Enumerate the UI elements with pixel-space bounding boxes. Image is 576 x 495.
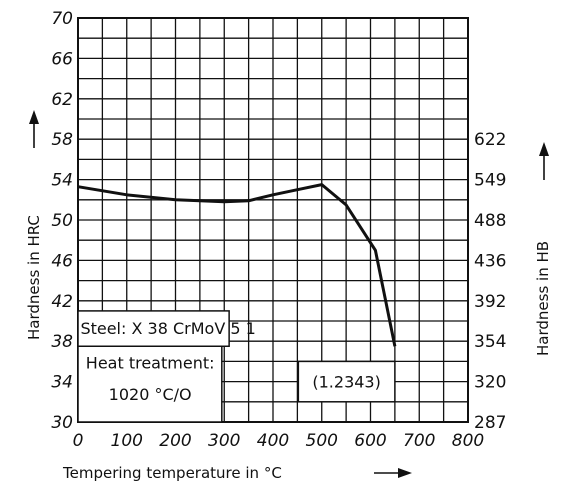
y-tick-label: 42 (51, 292, 73, 312)
heat-treatment-box (77, 345, 223, 423)
y-tick-label: 46 (51, 251, 73, 271)
annotation-boxes: Steel: X 38 CrMoV 5 1 Heat treatment: 1020… (77, 310, 396, 423)
y-tick-label: 50 (51, 211, 73, 231)
y2-tick-label: 549 (474, 171, 506, 191)
x-tick-label: 0 (73, 431, 84, 451)
y-tick-label: 58 (51, 130, 73, 150)
y-tick-label: 34 (51, 373, 73, 393)
x-tick-label: 100 (111, 431, 143, 451)
heat-treatment-value: 1020 °C/O (109, 385, 192, 404)
x-tick-label: 700 (403, 431, 435, 451)
x-tick-label: 200 (159, 431, 191, 451)
y-tick-label: 54 (51, 171, 73, 191)
steel-box (77, 310, 230, 347)
x-tick-label: 400 (257, 431, 289, 451)
y2-tick-label: 436 (474, 251, 506, 271)
x-tick-label: 300 (208, 431, 240, 451)
steel-label: Steel: X 38 CrMoV 5 1 (80, 319, 255, 338)
y2-axis-arrow (539, 142, 549, 180)
y2-tick-label: 392 (474, 292, 506, 312)
y2-axis-label: Hardness in HB (534, 241, 552, 356)
y2-tick-label: 622 (474, 130, 506, 150)
material-number-label: (1.2343) (312, 373, 380, 392)
curve-layer (77, 183, 397, 347)
heat-treatment-label: Heat treatment: (86, 353, 215, 372)
y2-tick-label: 354 (474, 332, 506, 352)
x-axis-arrow (374, 468, 412, 478)
y2-tick-label: 287 (474, 413, 506, 433)
y-tick-label: 66 (51, 49, 73, 69)
x-tick-label: 800 (452, 431, 484, 451)
y2-tick-label: 488 (474, 211, 506, 231)
y-axis-arrow (29, 110, 39, 148)
x-axis-label: Tempering temperature in °C (62, 464, 282, 482)
y2-tick-label: 320 (474, 373, 506, 393)
material-number-box (297, 360, 396, 403)
y-axis-label: Hardness in HRC (25, 215, 43, 340)
y-tick-label: 70 (51, 9, 73, 29)
y-tick-label: 62 (51, 90, 73, 110)
y-tick-label: 38 (51, 332, 73, 352)
grid-layer (77, 17, 469, 423)
y-tick-label: 30 (51, 413, 73, 433)
x-tick-label: 600 (354, 431, 386, 451)
plot-frame (77, 17, 469, 423)
x-tick-label: 500 (306, 431, 338, 451)
hardness-curve (77, 183, 397, 347)
